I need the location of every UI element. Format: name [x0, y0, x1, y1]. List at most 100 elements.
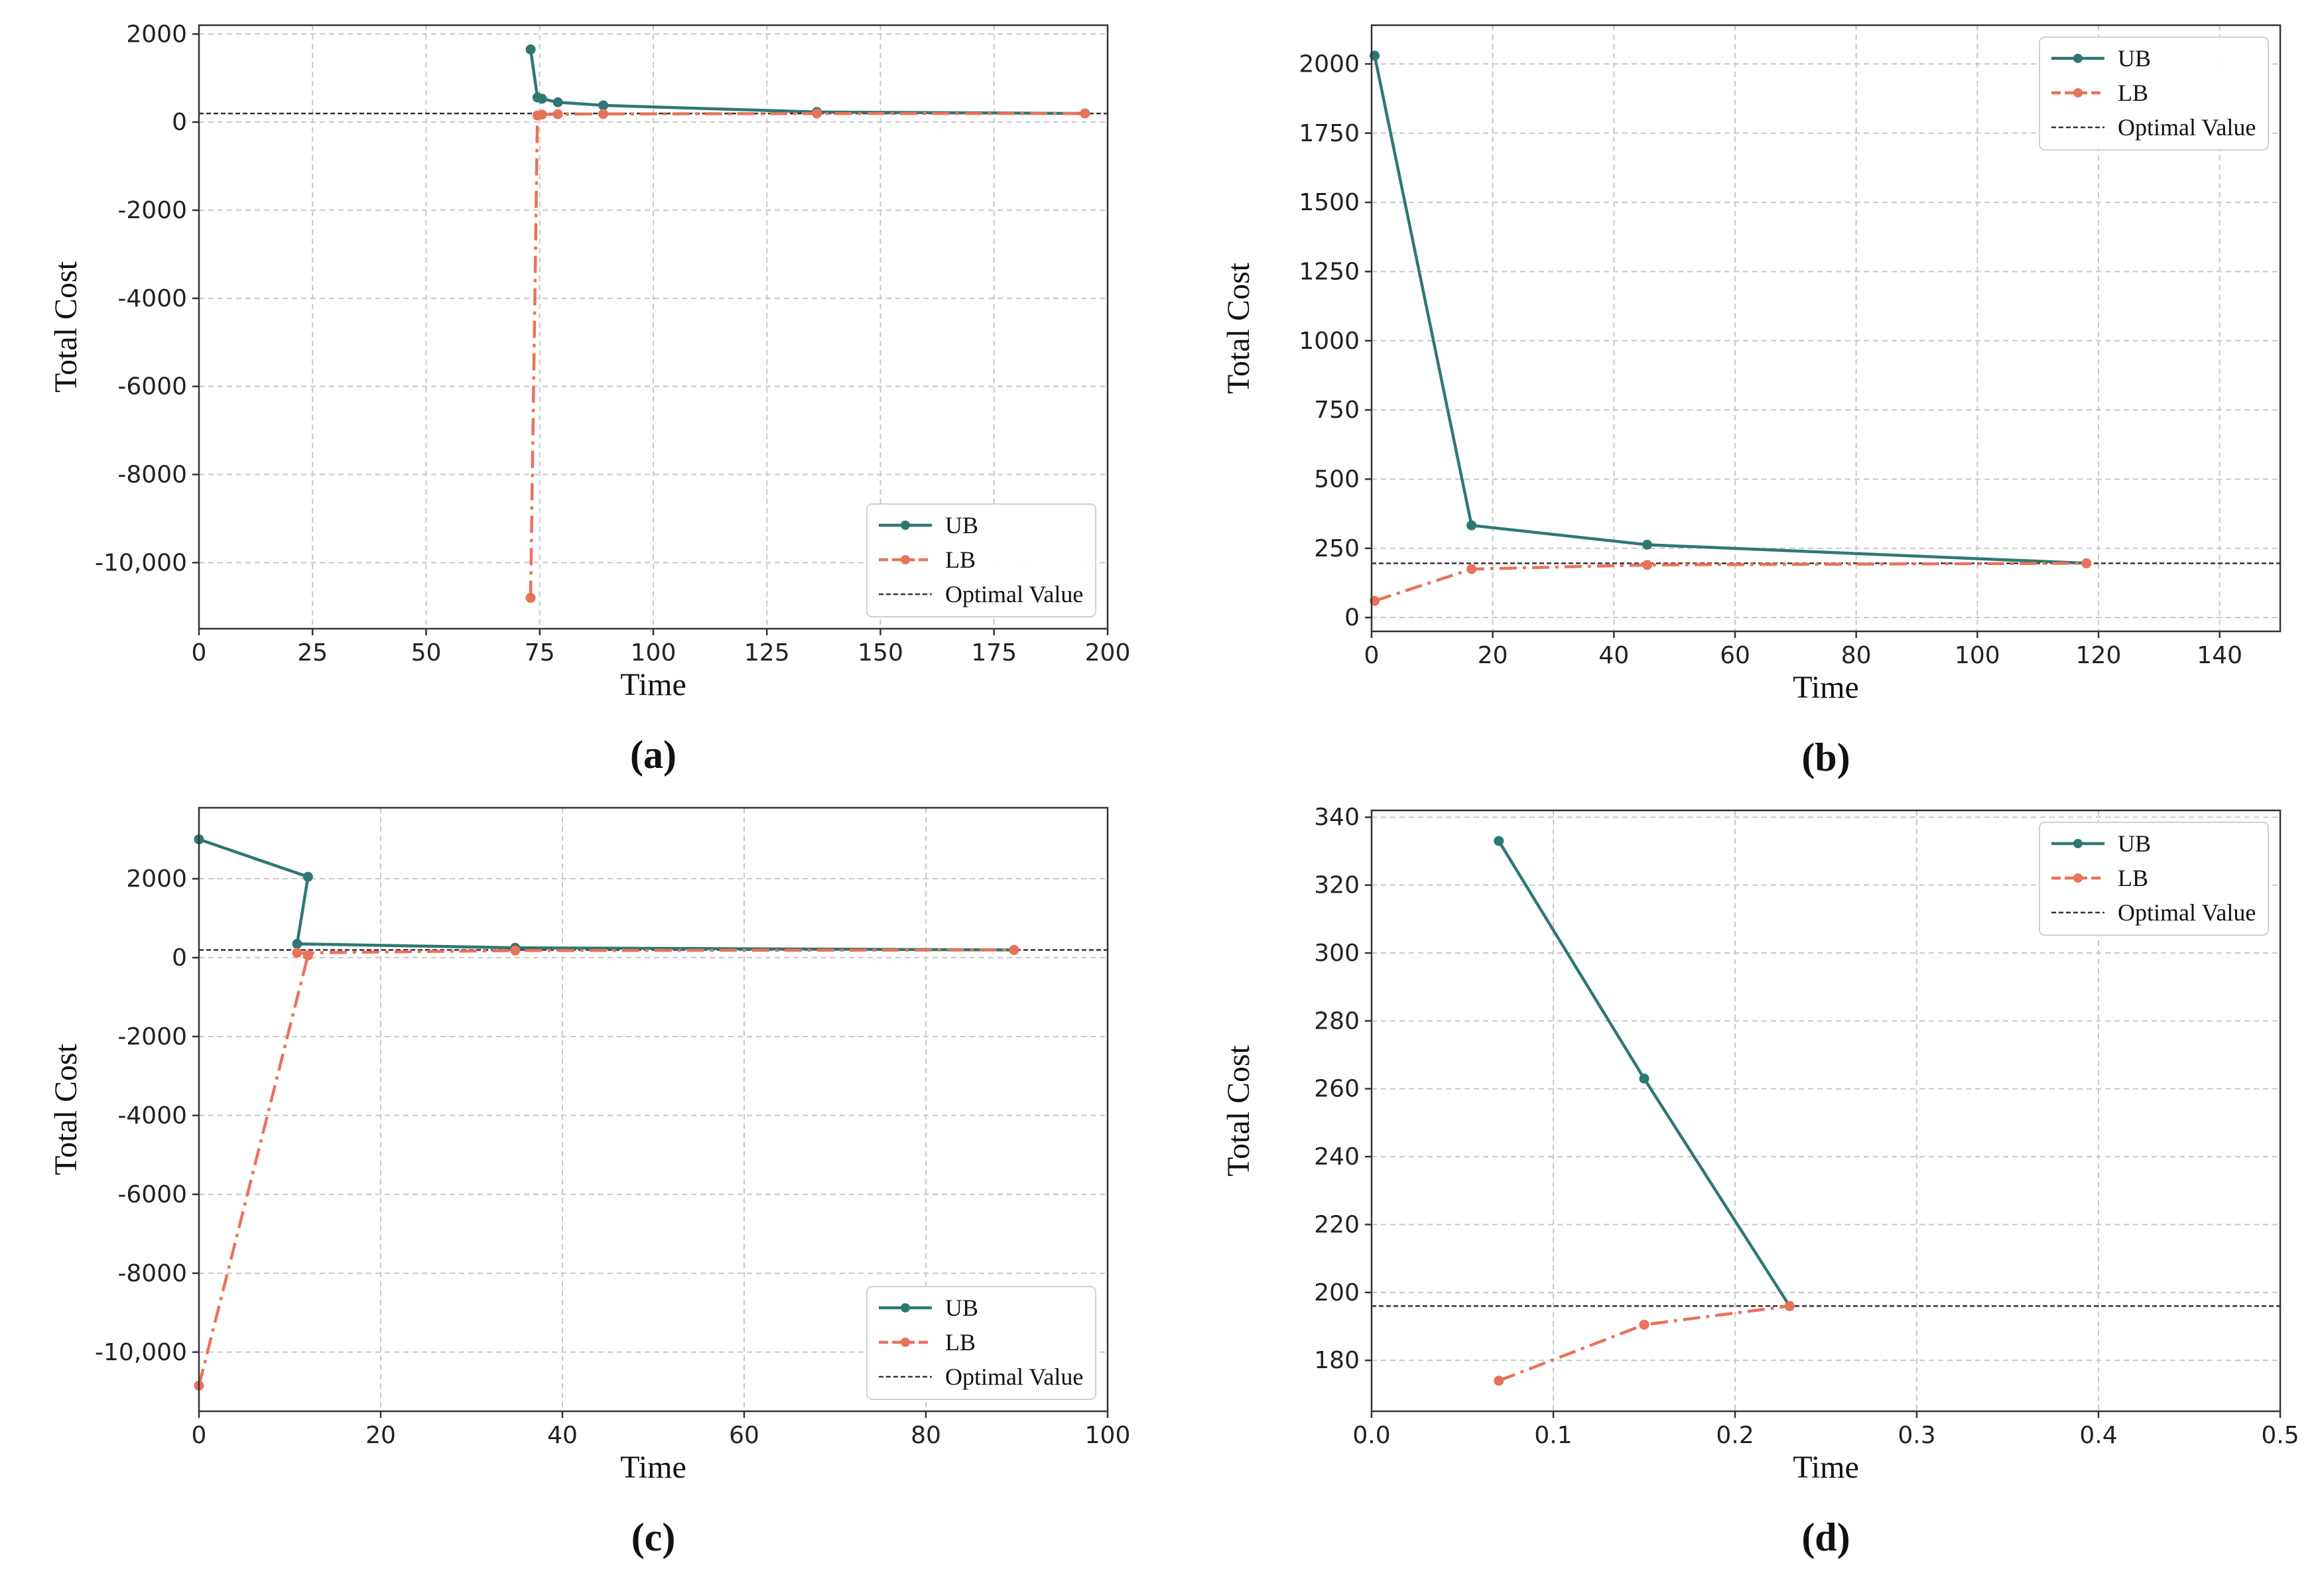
legend-marker-lb: [2073, 873, 2083, 883]
y-tick-label: 240: [1314, 1143, 1360, 1171]
legend-label-lb: LB: [945, 546, 976, 573]
data-point-ub: [302, 871, 313, 882]
plot-frame: [1370, 809, 2282, 1413]
data-point-ub: [1639, 1073, 1649, 1084]
legend: UB LB Optimal Value: [2039, 36, 2269, 151]
legend-label-ub: UB: [945, 1295, 978, 1321]
legend-marker-ub: [901, 1303, 910, 1312]
y-tick-label: -2000: [117, 1023, 187, 1050]
y-tick-label: -10,000: [95, 1339, 187, 1366]
legend-marker-ub: [901, 521, 910, 530]
x-axis-label: Time: [1793, 1450, 1859, 1485]
y-tick-label: -8000: [117, 1260, 187, 1287]
data-point-lb: [1639, 1319, 1649, 1330]
x-tick-label: 0.1: [1534, 1422, 1572, 1449]
y-tick-label: -4000: [117, 1102, 187, 1129]
data-point-lb: [552, 109, 563, 119]
chart-panel-a: 0 25 50 75 100 125 150 175 200 2000 0 -2000 -4000 -60…: [48, 21, 1130, 777]
y-tick-label: 180: [1314, 1347, 1360, 1374]
x-tick-label: 80: [1841, 642, 1872, 669]
y-tick-label: -2000: [117, 197, 187, 224]
x-tick-label: 100: [1955, 642, 2000, 669]
y-axis-label: Total Cost: [48, 261, 84, 393]
y-tick-label: 200: [1314, 1279, 1360, 1306]
legend-label-lb: LB: [2118, 80, 2148, 106]
x-tick-label: 75: [525, 639, 555, 667]
x-axis-label: Time: [620, 1450, 686, 1485]
y-tick-label: 2000: [1299, 50, 1360, 78]
data-point-lb: [812, 108, 822, 119]
y-tick-label: -4000: [117, 285, 187, 312]
y-tick-label: 500: [1314, 466, 1360, 493]
y-tick-label: 0: [172, 944, 187, 972]
chart-panel-b: 0 20 40 60 80 100 120 140 2000 1750 1500 1250 1000 75…: [1221, 24, 2282, 779]
data-point-lb: [525, 593, 536, 604]
data-point-lb: [598, 109, 609, 119]
y-tick-label: 340: [1314, 804, 1360, 831]
x-tick-label: 0.4: [2079, 1422, 2117, 1449]
y-tick-label: 300: [1314, 940, 1360, 967]
data-point-lb: [1080, 108, 1090, 119]
x-tick-label: 50: [411, 639, 442, 667]
series-line-lb: [1374, 562, 2087, 603]
y-tick-label: 0: [172, 109, 187, 136]
x-tick-label: 80: [911, 1422, 941, 1449]
series-line-ub: [1373, 55, 2087, 565]
legend-label-ub: UB: [945, 512, 978, 539]
x-tick-label: 140: [2197, 642, 2242, 669]
data-point-lb: [1466, 564, 1477, 574]
legend-marker-lb: [901, 555, 910, 564]
y-tick-label: 1750: [1299, 120, 1360, 147]
y-tick-label: 1000: [1299, 328, 1360, 355]
x-tick-label: 0.0: [1352, 1422, 1390, 1449]
legend-label-ub: UB: [2118, 45, 2151, 72]
x-tick-label: 40: [1598, 642, 1629, 669]
x-tick-label: 60: [729, 1422, 759, 1449]
y-tick-label: 220: [1314, 1211, 1360, 1238]
legend-label-optimal: Optimal Value: [945, 1364, 1083, 1390]
x-tick-label: 20: [1478, 642, 1508, 669]
data-point-lb: [292, 948, 302, 958]
x-tick-label: 175: [971, 639, 1017, 667]
legend-marker-lb: [901, 1338, 910, 1347]
x-tick-label: 0: [192, 1422, 207, 1449]
legend-label-lb: LB: [2118, 865, 2148, 891]
panel-label: (a): [630, 733, 677, 777]
x-tick-label: 100: [1085, 1422, 1131, 1449]
legend-label-optimal: Optimal Value: [2118, 114, 2256, 141]
legend-marker-ub: [2073, 839, 2083, 848]
legend-box: [866, 503, 1096, 617]
y-tick-label: 1500: [1299, 189, 1360, 216]
data-point-ub: [552, 97, 563, 107]
data-point-lb: [1784, 1301, 1795, 1311]
series-line-ub: [1497, 840, 1791, 1307]
x-tick-label: 20: [365, 1422, 396, 1449]
y-tick-label: 280: [1314, 1007, 1360, 1035]
data-point-lb: [510, 945, 521, 956]
y-tick-label: -10,000: [95, 549, 187, 576]
y-tick-label: -6000: [117, 373, 187, 401]
x-tick-label: 25: [297, 639, 328, 667]
legend-label-optimal: Optimal Value: [945, 581, 1083, 607]
plot-frame: [198, 806, 1109, 1413]
y-tick-label: 260: [1314, 1076, 1360, 1103]
data-point-ub: [598, 100, 609, 111]
y-tick-label: 250: [1314, 535, 1360, 562]
data-point-lb: [302, 950, 313, 960]
legend: UB LB Optimal Value: [2039, 822, 2269, 936]
x-tick-label: 60: [1720, 642, 1750, 669]
y-tick-label: -6000: [117, 1181, 187, 1208]
y-tick-label: 2000: [126, 865, 187, 893]
panel-label: (d): [1801, 1515, 1850, 1559]
y-axis-label: Total Cost: [1221, 262, 1256, 394]
legend-box: [2039, 36, 2269, 151]
data-point-lb: [537, 109, 547, 120]
data-point-lb: [1494, 1375, 1504, 1386]
legend-box: [2039, 822, 2269, 936]
series-line-lb: [1498, 1304, 1790, 1382]
x-tick-label: 120: [2076, 642, 2122, 669]
y-axis-label: Total Cost: [1221, 1045, 1256, 1176]
legend-label-optimal: Optimal Value: [2118, 899, 2256, 926]
x-tick-label: 40: [547, 1422, 578, 1449]
